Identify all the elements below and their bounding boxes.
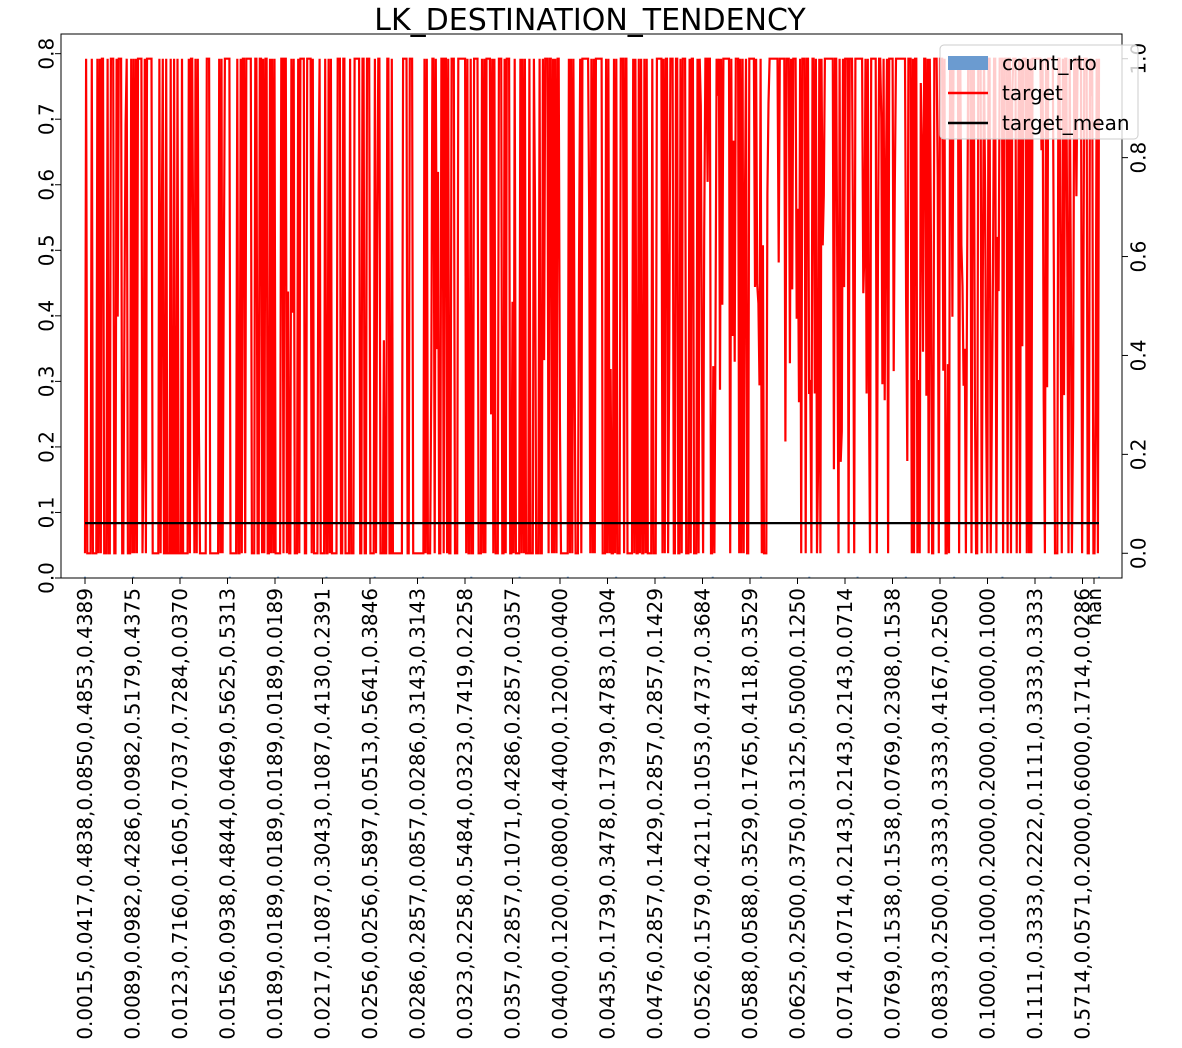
x-tick-label: 0.0769,0.1538,0.1538,0.0769,0.2308,0.153… — [881, 588, 905, 1040]
count-rto-bar — [325, 576, 328, 578]
x-tick-label: 0.0833,0.2500,0.3333,0.3333,0.4167,0.250… — [928, 588, 952, 1040]
left-tick-label: 0.1 — [35, 497, 59, 529]
x-tick-label: 0.0286,0.2857,0.0857,0.0286,0.3143,0.314… — [406, 588, 430, 1040]
left-tick-label: 0.4 — [35, 300, 59, 332]
x-tick-label: 0.0625,0.2500,0.3750,0.3125,0.5000,0.125… — [786, 588, 810, 1040]
x-tick-label: 0.0435,0.1739,0.3478,0.1739,0.4783,0.130… — [596, 588, 620, 1040]
right-tick-label: 0.8 — [1127, 142, 1151, 174]
left-tick-label: 0.8 — [35, 38, 59, 70]
right-tick-label: 0.6 — [1127, 241, 1151, 273]
axes-layer: 0.0 0.1 0.2 0.3 0.4 0.5 0.6 0.7 0.8 0.0 0.2 0.4 0.6 0… — [35, 33, 1151, 1040]
count-rto-bar — [180, 576, 183, 578]
legend-label: target — [1002, 81, 1063, 105]
x-tick-label: 0.0123,0.7160,0.1605,0.7037,0.7284,0.037… — [168, 588, 192, 1040]
left-tick-label: 0.5 — [35, 234, 59, 266]
count-rto-bar — [953, 576, 956, 578]
count-rto-bar — [470, 576, 473, 578]
legend-box — [939, 44, 1139, 140]
x-tick-label: 0.0588,0.0588,0.3529,0.1765,0.4118,0.352… — [738, 588, 762, 1040]
x-tick-label: 0.0256,0.0256,0.5897,0.0513,0.5641,0.384… — [358, 588, 382, 1040]
count-rto-bar — [566, 576, 569, 578]
left-tick-label: 0.6 — [35, 169, 59, 201]
x-tick-label: 0.1111,0.3333,0.2222,0.1111,0.3333,0.333… — [1023, 588, 1047, 1040]
count-rto-bar — [856, 576, 859, 578]
chart-title: LK_DESTINATION_TENDENCY — [374, 3, 806, 38]
x-tick-label: 0.5714,0.0571,0.2000,0.6000,0.1714,0.028… — [1071, 588, 1095, 1040]
left-tick-label: 0.0 — [35, 562, 59, 594]
left-tick-label: 0.3 — [35, 365, 59, 397]
legend-label: count_rto — [1002, 51, 1097, 75]
x-tick-label: 0.0189,0.0189,0.0189,0.0189,0.0189,0.018… — [263, 588, 287, 1040]
count-rto-bar — [1001, 576, 1004, 578]
x-tick-label: 0.0476,0.2857,0.1429,0.2857,0.2857,0.142… — [643, 588, 667, 1040]
legend-label: target_mean — [1002, 111, 1130, 135]
count-rto-bar — [518, 576, 521, 578]
count-rto-bar — [808, 576, 811, 578]
target-line — [83, 57, 1101, 555]
x-tick-label: 0.0323,0.2258,0.5484,0.0323,0.7419,0.225… — [453, 588, 477, 1040]
x-tick-label-nan: nan — [1082, 588, 1106, 626]
x-tick-label: 0.0400,0.1200,0.0800,0.4400,0.1200,0.040… — [548, 588, 572, 1040]
x-tick-label: 0.0089,0.0982,0.4286,0.0982,0.5179,0.437… — [121, 588, 145, 1040]
count-rto-bar — [615, 576, 618, 578]
count-rto-bar — [422, 576, 424, 578]
count-rto-bar — [760, 576, 762, 578]
count-rto-bar — [132, 576, 135, 578]
x-tick-label: 0.0156,0.0938,0.4844,0.0469,0.5625,0.531… — [216, 588, 240, 1040]
count-rto-bar — [277, 576, 280, 578]
count-rto-bar — [1049, 576, 1052, 578]
count-rto-bar — [904, 576, 907, 578]
right-tick-label: 0.2 — [1127, 438, 1151, 470]
x-tick-label: 0.0357,0.2857,0.1071,0.4286,0.2857,0.035… — [501, 588, 525, 1040]
right-tick-label: 0.0 — [1127, 537, 1151, 569]
count-rto-bar — [1098, 576, 1100, 578]
count-rto-bar — [663, 576, 666, 578]
x-tick-label: 0.0714,0.0714,0.2143,0.2143,0.2143,0.071… — [833, 588, 857, 1040]
legend-swatch-count-rto — [948, 56, 988, 70]
count-rto-bar — [373, 576, 376, 578]
x-tick-label: 0.0217,0.1087,0.3043,0.1087,0.4130,0.239… — [311, 588, 335, 1040]
count-rto-bar — [711, 576, 714, 578]
plot-frame — [60, 33, 1123, 579]
right-tick-label: 0.4 — [1127, 340, 1151, 372]
left-tick-label: 0.7 — [35, 103, 59, 135]
count-rto-bar — [84, 576, 86, 578]
target-series-layer — [83, 57, 1101, 578]
count-rto-bar — [228, 576, 231, 578]
left-tick-label: 0.2 — [35, 431, 59, 463]
x-tick-label: 0.1000,0.1000,0.2000,0.2000,0.1000,0.100… — [976, 588, 1000, 1040]
x-tick-label: 0.0526,0.1579,0.4211,0.1053,0.4737,0.368… — [691, 588, 715, 1040]
x-tick-label: 0.0015,0.0417,0.4838,0.0850,0.4853,0.438… — [73, 588, 97, 1040]
